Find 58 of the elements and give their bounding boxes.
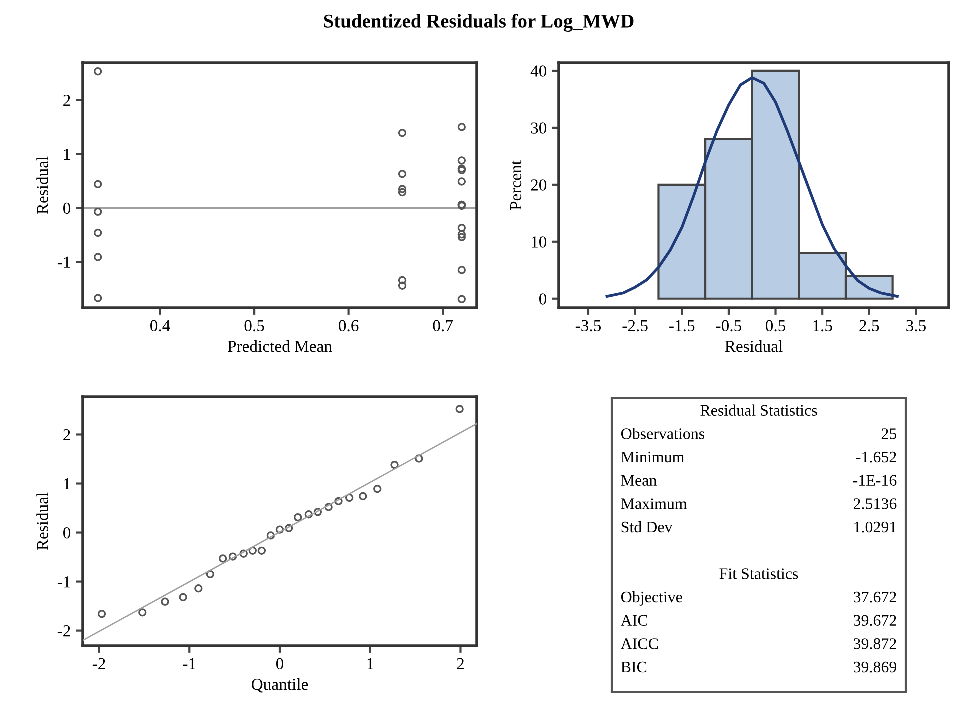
- x-axis-title: Predicted Mean: [228, 340, 332, 352]
- category-label: Minimum: [621, 452, 684, 463]
- data-label: 25: [882, 428, 897, 440]
- category-label: BIC: [621, 662, 647, 673]
- data-label: 1.0291: [854, 522, 896, 533]
- data-label: 39.672: [854, 615, 896, 626]
- data-label: 2.5136: [854, 498, 897, 510]
- x-tick-label: 1.5: [814, 320, 832, 332]
- x-tick-label: 0.5: [244, 320, 264, 332]
- y-tick-label: 40: [530, 66, 547, 77]
- y-tick-label: -1: [58, 256, 70, 268]
- y-axis-title: Residual: [36, 156, 48, 214]
- chart-title: Studentized Residuals for Log_MWD: [324, 14, 634, 32]
- text: Residual Statistics: [700, 404, 818, 416]
- y-tick-label: 0: [63, 202, 71, 214]
- y-tick-label: 2: [64, 94, 70, 106]
- x-tick-label: 0.4: [150, 320, 170, 332]
- x-tick-label: -2.5: [622, 320, 648, 332]
- x-tick-label: -1: [183, 658, 196, 670]
- x-tick-label: 3.5: [906, 320, 926, 332]
- data-label: 39.869: [854, 662, 897, 673]
- x-tick-label: 0: [276, 658, 284, 670]
- x-tick-label: 2: [457, 658, 464, 670]
- x-tick-label: 0.6: [339, 320, 359, 332]
- x-tick-label: -2: [92, 658, 106, 670]
- category-label: Objective: [621, 591, 682, 606]
- y-tick-label: -1: [58, 576, 70, 588]
- text: Fit Statistics: [720, 568, 798, 580]
- data-label: 37.672: [854, 592, 896, 603]
- category-label: AICC: [620, 638, 658, 650]
- data-label: -1E-16: [853, 475, 897, 486]
- y-axis-title: Residual: [36, 492, 48, 550]
- category-label: Maximum: [621, 498, 688, 510]
- y-tick-label: 0: [539, 294, 547, 305]
- y-tick-label: 10: [532, 236, 547, 248]
- data-label: -1.652: [856, 452, 896, 463]
- y-tick-label: 2: [64, 429, 70, 441]
- y-tick-label: 1: [64, 478, 70, 490]
- category-label: Observations: [621, 428, 705, 440]
- x-axis-title: Quantile: [252, 678, 308, 693]
- y-tick-label: 20: [531, 180, 547, 191]
- x-tick-label: 1: [368, 658, 374, 670]
- y-axis-title: Percent: [510, 160, 522, 210]
- y-tick-label: 1: [64, 148, 70, 160]
- category-label: Mean: [621, 475, 657, 486]
- data-label: 39.872: [854, 638, 896, 650]
- x-tick-label: -0.5: [716, 320, 742, 332]
- y-tick-label: 0: [63, 527, 71, 539]
- category-label: AIC: [620, 615, 648, 626]
- x-tick-label: 0.5: [766, 320, 786, 332]
- y-tick-label: -2: [58, 626, 70, 637]
- x-tick-label: -3.5: [576, 320, 602, 332]
- x-axis-title: Residual: [725, 340, 783, 352]
- x-tick-label: -1.5: [670, 320, 695, 332]
- category-label: Std Dev: [622, 521, 673, 533]
- x-tick-label: 0.7: [433, 320, 454, 332]
- x-tick-label: 2.5: [860, 320, 880, 332]
- y-tick-label: 30: [531, 122, 547, 134]
